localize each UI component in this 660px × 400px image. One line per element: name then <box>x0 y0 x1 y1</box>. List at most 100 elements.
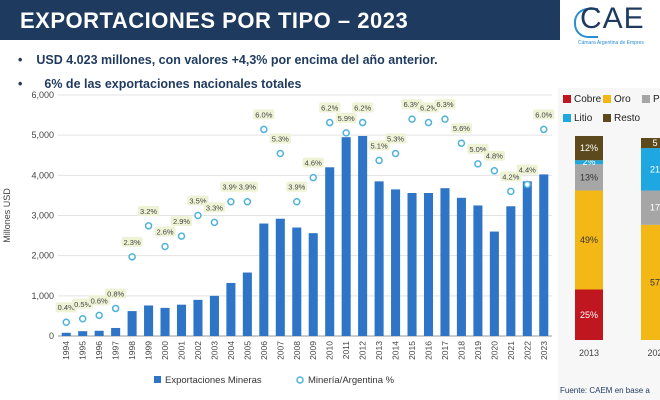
data-label-pct: 6.0% <box>255 110 272 119</box>
x-tick-label: 2016 <box>424 341 434 360</box>
bar-exportaciones <box>489 231 499 336</box>
point-mineria-pct <box>424 118 433 127</box>
point-mineria-pct <box>507 187 515 196</box>
bullet-text-1: USD 4.023 millones, con valores +4,3% po… <box>36 53 438 67</box>
data-label-bg <box>450 123 473 134</box>
stacked-data-label: 13% <box>580 172 598 182</box>
legend-swatch-resto <box>603 114 611 122</box>
bar-exportaciones <box>522 181 532 336</box>
point-mineria-pct <box>62 318 70 326</box>
bar-exportaciones <box>358 135 368 336</box>
point-mineria-pct <box>457 139 466 147</box>
source-note: Fuente: CAEM en base a <box>560 386 650 395</box>
y-tick-label: 1,000 <box>31 291 54 301</box>
y-tick-label: 3,000 <box>31 211 54 221</box>
data-label-bg <box>467 143 489 154</box>
stacked-data-label: 12% <box>580 143 598 153</box>
bar-exportaciones <box>423 193 434 336</box>
data-label-pct: 6.0% <box>535 110 552 119</box>
point-mineria-pct <box>358 118 367 127</box>
logo-text: CAE <box>580 2 645 35</box>
legend-litio: Litio <box>563 113 592 124</box>
data-label-pct: 5.1% <box>371 141 388 150</box>
data-label-bg <box>105 288 127 299</box>
bar-exportaciones <box>473 205 483 336</box>
stacked-data-label: 5 <box>652 138 657 148</box>
y-tick-label: 5,000 <box>31 130 54 140</box>
legend-label-mineria-pct: Minería/Argentina % <box>308 375 395 386</box>
data-label-pct: 2.3% <box>124 238 141 247</box>
point-mineria-pct <box>128 253 136 261</box>
data-label-bg <box>302 157 324 168</box>
data-label-bg <box>269 133 291 144</box>
data-label-bg <box>170 216 193 227</box>
data-label-bg <box>335 112 357 123</box>
stacked-data-label: 17 <box>650 203 660 213</box>
bar-exportaciones <box>391 189 401 336</box>
stacked-data-label: 49% <box>580 235 598 245</box>
x-tick-label: 2014 <box>391 341 401 360</box>
legend-swatch-oro <box>603 95 611 103</box>
logo-arc-icon <box>574 8 598 38</box>
bar-exportaciones <box>456 197 466 336</box>
data-label-bg <box>55 302 77 313</box>
x-tick-label: 1994 <box>61 341 71 360</box>
bar-exportaciones <box>275 218 285 336</box>
data-label-bg <box>253 109 275 120</box>
bar-exportaciones <box>144 305 154 336</box>
x-tick-label: 1999 <box>144 341 154 360</box>
stacked-bar-segment <box>575 289 603 340</box>
x-tick-label: 2019 <box>473 341 483 360</box>
stacked-bar-segment <box>575 135 603 161</box>
data-label-pct: 4.6% <box>305 159 322 168</box>
bar-exportaciones <box>226 282 236 336</box>
point-mineria-pct <box>194 211 202 220</box>
logo-subtitle: Cámara Argentina de Empres <box>578 40 644 46</box>
x-tick-label: 2006 <box>259 341 269 360</box>
bar-exportaciones <box>506 206 516 336</box>
x-tick-label: 1995 <box>78 341 88 360</box>
y-tick-label: 6,000 <box>31 90 54 100</box>
x-tick-label: 1998 <box>127 341 137 360</box>
point-mineria-pct <box>342 129 350 137</box>
legend-resto: Resto <box>603 113 640 124</box>
data-label-pct: 3.3% <box>206 203 223 212</box>
data-label-bg <box>187 195 209 206</box>
data-label-pct: 4.2% <box>502 172 519 181</box>
bullet-icon: • <box>18 53 23 67</box>
data-label-bg <box>500 171 522 182</box>
point-mineria-pct <box>375 156 383 165</box>
x-tick-label: 2008 <box>292 341 302 360</box>
stacked-bar-segment <box>575 164 603 191</box>
bullet-item-1: • USD 4.023 millones, con valores +4,3% p… <box>18 53 438 67</box>
x-tick-label: 2007 <box>275 341 285 360</box>
data-label-pct: 5.6% <box>453 124 470 133</box>
bar-exportaciones <box>292 227 302 336</box>
legend-oro: Oro <box>603 94 631 105</box>
x-tick-label: 2003 <box>209 341 219 360</box>
bar-exportaciones <box>341 137 351 336</box>
bar-exportaciones <box>440 188 450 336</box>
header-bar: EXPORTACIONES POR TIPO – 2023 <box>0 0 560 40</box>
x-tick-label: 2004 <box>226 341 236 360</box>
y-tick-label: 0 <box>49 331 54 341</box>
point-mineria-pct <box>474 160 482 168</box>
data-label-bg <box>88 295 110 306</box>
data-label-pct: 6.3% <box>436 100 453 109</box>
caem-logo: CAE Cámara Argentina de Empres <box>570 2 660 46</box>
stacked-bar-segment <box>575 190 603 290</box>
bar-exportaciones <box>127 311 137 336</box>
y-tick-label: 2,000 <box>31 251 54 261</box>
x-tick-label: 2020 <box>489 341 499 360</box>
data-label-bg <box>417 102 440 113</box>
legend-swatch-p <box>642 95 650 103</box>
bar-exportaciones <box>160 307 170 336</box>
bar-exportaciones <box>61 332 71 336</box>
legend-p: P <box>642 94 660 105</box>
bullet-item-2: • 6% de las exportaciones nacionales tota… <box>18 77 301 91</box>
data-label-bg <box>516 164 538 175</box>
point-mineria-pct <box>144 222 153 230</box>
legend-swatch-cobre <box>563 95 571 103</box>
point-mineria-pct <box>78 315 87 323</box>
point-mineria-pct <box>325 118 334 127</box>
